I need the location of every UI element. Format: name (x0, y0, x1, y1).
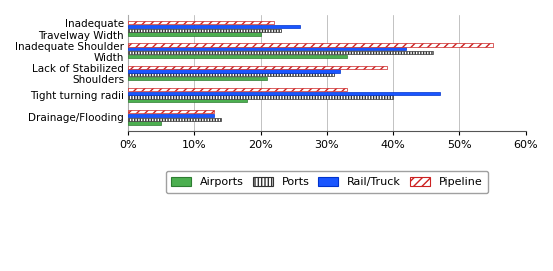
Bar (128, 73, 333, 76)
Bar (128, 47, 406, 50)
Bar (128, 121, 161, 125)
Bar (128, 95, 393, 99)
Bar (128, 28, 280, 32)
Bar (128, 118, 221, 121)
Bar (128, 43, 493, 47)
Bar (128, 55, 347, 58)
Bar (128, 32, 260, 36)
Bar (128, 99, 247, 102)
Bar (128, 88, 347, 91)
Bar (128, 77, 267, 80)
Bar (128, 51, 433, 54)
Legend: Airports, Ports, Rail/Truck, Pipeline: Airports, Ports, Rail/Truck, Pipeline (165, 171, 488, 193)
Bar (128, 25, 300, 28)
Bar (128, 110, 215, 113)
Bar (128, 92, 440, 95)
Bar (128, 66, 387, 69)
Bar (128, 21, 274, 24)
Bar (128, 69, 340, 73)
Bar (128, 114, 215, 117)
